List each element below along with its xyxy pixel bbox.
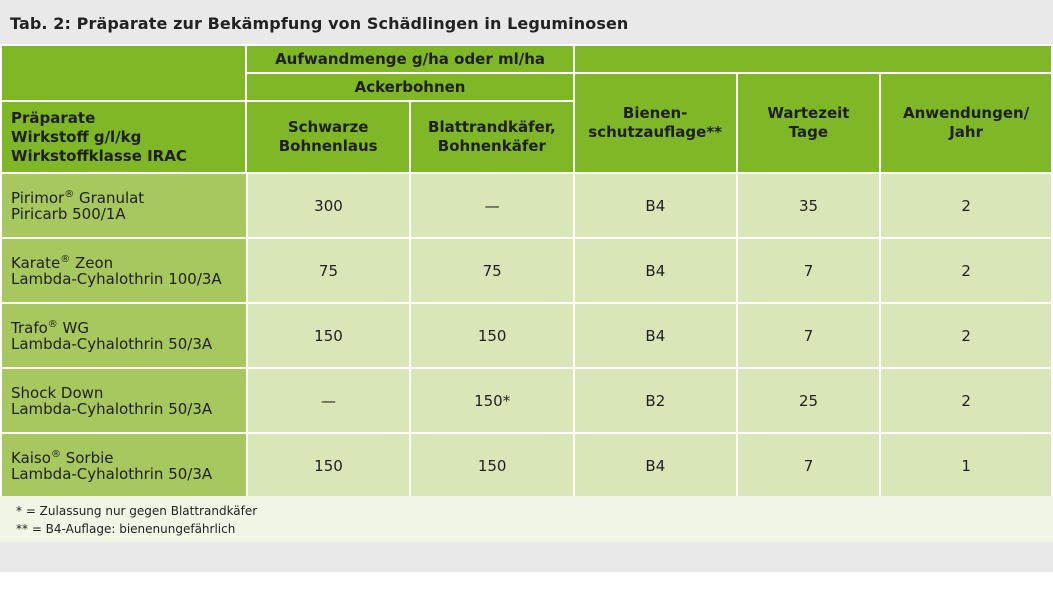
title-bar: Tab. 2: Präparate zur Bekämpfung von Sch… [0, 0, 1053, 44]
product-cell: Kaiso® Sorbie Lambda-Cyhalothrin 50/3A [0, 432, 248, 499]
value-cell-c3: B4 [573, 302, 738, 369]
value-cell-c2: 75 [409, 237, 575, 304]
table-row: Karate® Zeon Lambda-Cyhalothrin 100/3A 75 7… [0, 237, 1053, 304]
header-empty-right [572, 44, 1053, 74]
table-row: Kaiso® Sorbie Lambda-Cyhalothrin 50/3A 150… [0, 432, 1053, 499]
value-cell-c5: 2 [879, 367, 1053, 434]
header-empty-corner [0, 44, 248, 102]
value-cell-c5: 2 [879, 172, 1053, 239]
table-row: Pirimor® Granulat Piricarb 500/1A 300— B4 35… [0, 172, 1053, 239]
value-cell-c1: — [245, 367, 412, 434]
value-cell-c2: 150 [409, 432, 575, 499]
value-cell-c5: 2 [879, 302, 1053, 369]
value-cell-c2: 150* [409, 367, 575, 434]
value-cell-c2: — [409, 172, 575, 239]
pesticide-table: Aufwandmenge g/ha oder ml/ha Ackerbohnen… [0, 44, 1053, 174]
value-cell-c2: 150 [409, 302, 575, 369]
header-col0: Präparate Wirkstoff g/l/kg Wirkstoffklasse… [0, 100, 248, 174]
value-cell-c1: 150 [245, 302, 412, 369]
body-table: Pirimor® Granulat Piricarb 500/1A 300— B4 35… [0, 172, 1053, 499]
table-row: Trafo® WG Lambda-Cyhalothrin 50/3A 150 150 B… [0, 302, 1053, 369]
table-title: Tab. 2: Präparate zur Bekämpfung von Sch… [10, 14, 629, 33]
product-cell: Pirimor® Granulat Piricarb 500/1A [0, 172, 248, 239]
footnotes: * = Zulassung nur gegen Blattrandkäfer *… [0, 496, 1053, 542]
value-cell-c5: 1 [879, 432, 1053, 499]
value-cell-c4: 7 [735, 302, 882, 369]
value-cell-c3: B4 [573, 172, 738, 239]
header-col4: Wartezeit Tage [735, 72, 882, 174]
value-cell-c4: 7 [735, 237, 882, 304]
product-cell: Shock Down Lambda-Cyhalothrin 50/3A [0, 367, 248, 434]
value-cell-c1: 150 [245, 432, 412, 499]
header-col2: Blattrandkäfer, Bohnenkäfer [408, 100, 575, 174]
product-cell: Karate® Zeon Lambda-Cyhalothrin 100/3A [0, 237, 248, 304]
footnote-2: ** = B4-Auflage: bienenungefährlich [16, 522, 236, 536]
product-cell: Trafo® WG Lambda-Cyhalothrin 50/3A [0, 302, 248, 369]
value-cell-c3: B4 [573, 432, 738, 499]
value-cell-c4: 7 [735, 432, 882, 499]
value-cell-c3: B4 [573, 237, 738, 304]
value-cell-c4: 25 [735, 367, 882, 434]
value-cell-c1: 300 [245, 172, 412, 239]
value-cell-c1: 75 [245, 237, 412, 304]
value-cell-c4: 35 [735, 172, 882, 239]
header-col5: Anwendungen/Jahr [879, 72, 1053, 174]
header-subgroup: Ackerbohnen [245, 72, 575, 102]
table-row: Shock Down Lambda-Cyhalothrin 50/3A —150* B… [0, 367, 1053, 434]
header-col3: Bienen-schutzauflage** [572, 72, 738, 174]
header-col1: Schwarze Bohnenlaus [245, 100, 411, 174]
footnote-1: * = Zulassung nur gegen Blattrandkäfer [16, 504, 258, 518]
header-group: Aufwandmenge g/ha oder ml/ha [245, 44, 575, 74]
value-cell-c3: B2 [573, 367, 738, 434]
value-cell-c5: 2 [879, 237, 1053, 304]
bottom-bar [0, 542, 1053, 572]
